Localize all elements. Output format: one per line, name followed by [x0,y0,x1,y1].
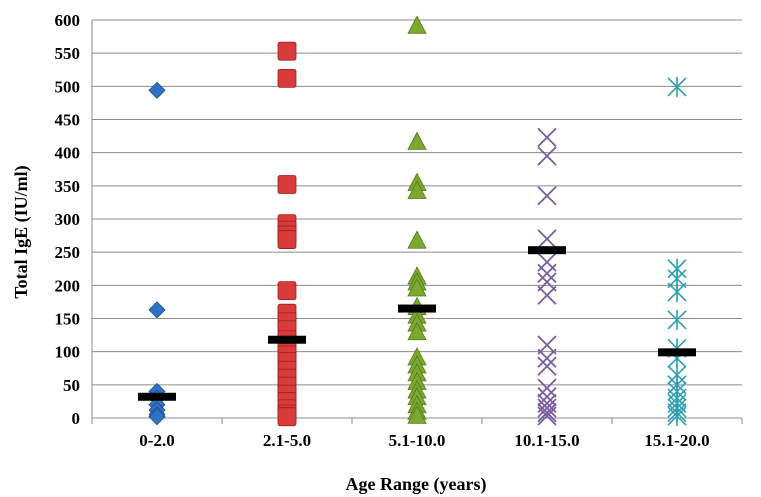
mean-bar [398,304,436,313]
data-point-x [537,356,557,376]
data-point-x [537,406,557,426]
y-tick-label: 0 [72,409,81,428]
data-point-square [277,407,297,427]
x-tick-label: 2.1-5.0 [263,431,311,450]
y-tick-label: 300 [55,210,81,229]
axis-layer: 0 50 100 150 200 250 300 350 400 450 500 550 600 0-2.… [55,11,743,450]
x-tick-label: 0-2.0 [139,431,174,450]
data-point-square [277,68,297,88]
data-point-triangle [407,230,427,249]
data-point-star [667,76,687,97]
mean-bar [268,335,306,344]
data-point-square [277,230,297,249]
data-point-x [537,348,557,368]
data-point-triangle [407,405,427,424]
y-axis-title: Total IgE (IU/ml) [11,165,32,298]
mean-bar [528,246,566,255]
data-point-triangle [407,180,427,199]
y-tick-label: 200 [55,276,81,295]
data-point-diamond [148,301,166,319]
data-point-x [537,263,557,284]
data-point-star [667,406,687,427]
y-tick-label: 500 [55,77,81,96]
y-tick-label: 100 [55,343,81,362]
data-point-diamond [148,81,166,99]
data-point-star [667,309,687,330]
data-point-star [667,281,687,302]
data-point-triangle [407,321,427,341]
data-point-triangle [407,15,427,34]
data-point-square [277,41,297,61]
data-point-square [277,175,297,194]
data-point-x [537,398,557,418]
data-point-x [537,229,557,249]
y-tick-label: 400 [55,144,81,163]
data-point-x [537,127,557,148]
y-tick-label: 50 [63,376,80,395]
x-tick-label: 5.1-10.0 [389,431,446,450]
y-tick-label: 150 [55,310,81,329]
x-axis-title: Age Range (years) [346,474,487,495]
y-tick-label: 250 [55,243,81,262]
data-point-triangle [407,131,427,150]
mean-layer [138,246,696,401]
data-point-diamond [148,408,166,426]
data-point-x [537,146,557,166]
y-tick-label: 350 [55,177,81,196]
mean-bar [658,348,696,357]
x-tick-label: 15.1-20.0 [644,431,709,450]
y-tick-label: 450 [55,111,81,130]
y-tick-label: 600 [55,11,81,30]
data-point-x [537,378,557,398]
data-point-triangle [407,278,427,297]
grid-layer [92,19,742,386]
data-point-x [537,285,557,305]
mark-layer [148,15,687,427]
y-tick-label: 550 [55,44,81,63]
data-point-square [277,281,297,301]
data-point-x [537,186,557,206]
data-point-x [537,403,557,423]
data-point-x [537,252,557,272]
x-tick-label: 10.1-15.0 [514,431,579,450]
mean-bar [138,392,176,401]
